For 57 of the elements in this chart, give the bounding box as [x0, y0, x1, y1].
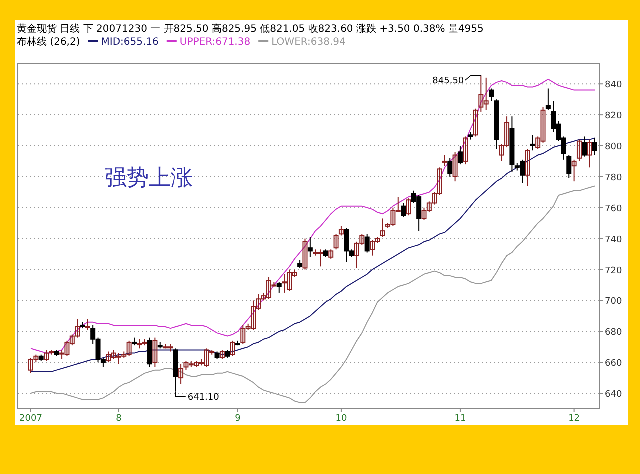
candlestick [452, 152, 458, 182]
y-tick-label: 760 [605, 204, 622, 214]
candlestick [572, 159, 577, 182]
y-tick-label: 680 [605, 328, 622, 338]
candlestick [582, 136, 588, 158]
y-tick-label: 840 [605, 80, 622, 91]
candlestick [85, 318, 90, 331]
legend-title: 布林线 (26,2) [17, 36, 80, 48]
candlestick [525, 148, 530, 187]
y-tick-label: 820 [605, 112, 622, 122]
candlestick [276, 282, 282, 294]
y-tick-label: 800 [605, 142, 622, 152]
candlestick [178, 364, 184, 385]
candlestick [592, 138, 598, 156]
candlestick [566, 154, 572, 179]
candlestick [448, 158, 453, 178]
candlestick [148, 337, 153, 368]
candlestick [473, 108, 478, 138]
x-tick-label: 9 [235, 414, 242, 424]
y-tick-label: 720 [605, 266, 622, 276]
candlestick [442, 154, 448, 167]
x-tick-label: 2007 [20, 414, 42, 424]
y-tick-label: 780 [605, 173, 622, 184]
candlestick [489, 88, 494, 102]
x-tick-label: 11 [454, 414, 466, 424]
candlestick [576, 139, 582, 162]
candlestick [587, 139, 592, 168]
y-tick-label: 660 [605, 359, 622, 370]
candlestick [406, 198, 412, 216]
candlestick [308, 236, 313, 258]
x-tick-label: 10 [336, 414, 348, 424]
candlestick [230, 340, 236, 357]
candlestick [380, 218, 386, 238]
annotation: 845.50 [432, 76, 464, 87]
annotation: 641.10 [188, 392, 220, 403]
legend-label: MID:655.16 [101, 37, 159, 48]
candlestick [334, 234, 339, 250]
legend-label: UPPER:671.38 [180, 37, 251, 48]
candlestick [463, 136, 468, 166]
chart-title: 黄金现货 日线 下 20071230 一 开825.50 高825.95 低821.05 收823.60 涨跌 +3.50 0.38% 量4955 [17, 23, 484, 35]
candlestick [338, 226, 344, 236]
candlestick [302, 238, 308, 270]
y-tick-label: 640 [605, 390, 622, 400]
legend-label: LOWER:638.94 [272, 37, 346, 48]
candlestick [364, 234, 370, 254]
annotation: 强势上涨 [105, 166, 193, 191]
candlestick [458, 145, 463, 166]
y-tick-label: 740 [605, 235, 622, 246]
x-tick-label: 12 [568, 414, 580, 424]
candlestick [152, 337, 158, 368]
y-tick-label: 700 [605, 297, 622, 308]
candlestick [546, 88, 551, 111]
candlestick [328, 249, 334, 260]
x-tick-label: 8 [116, 414, 122, 424]
candlestick [220, 350, 225, 360]
candlestick [401, 202, 406, 218]
candlestick [530, 134, 536, 152]
